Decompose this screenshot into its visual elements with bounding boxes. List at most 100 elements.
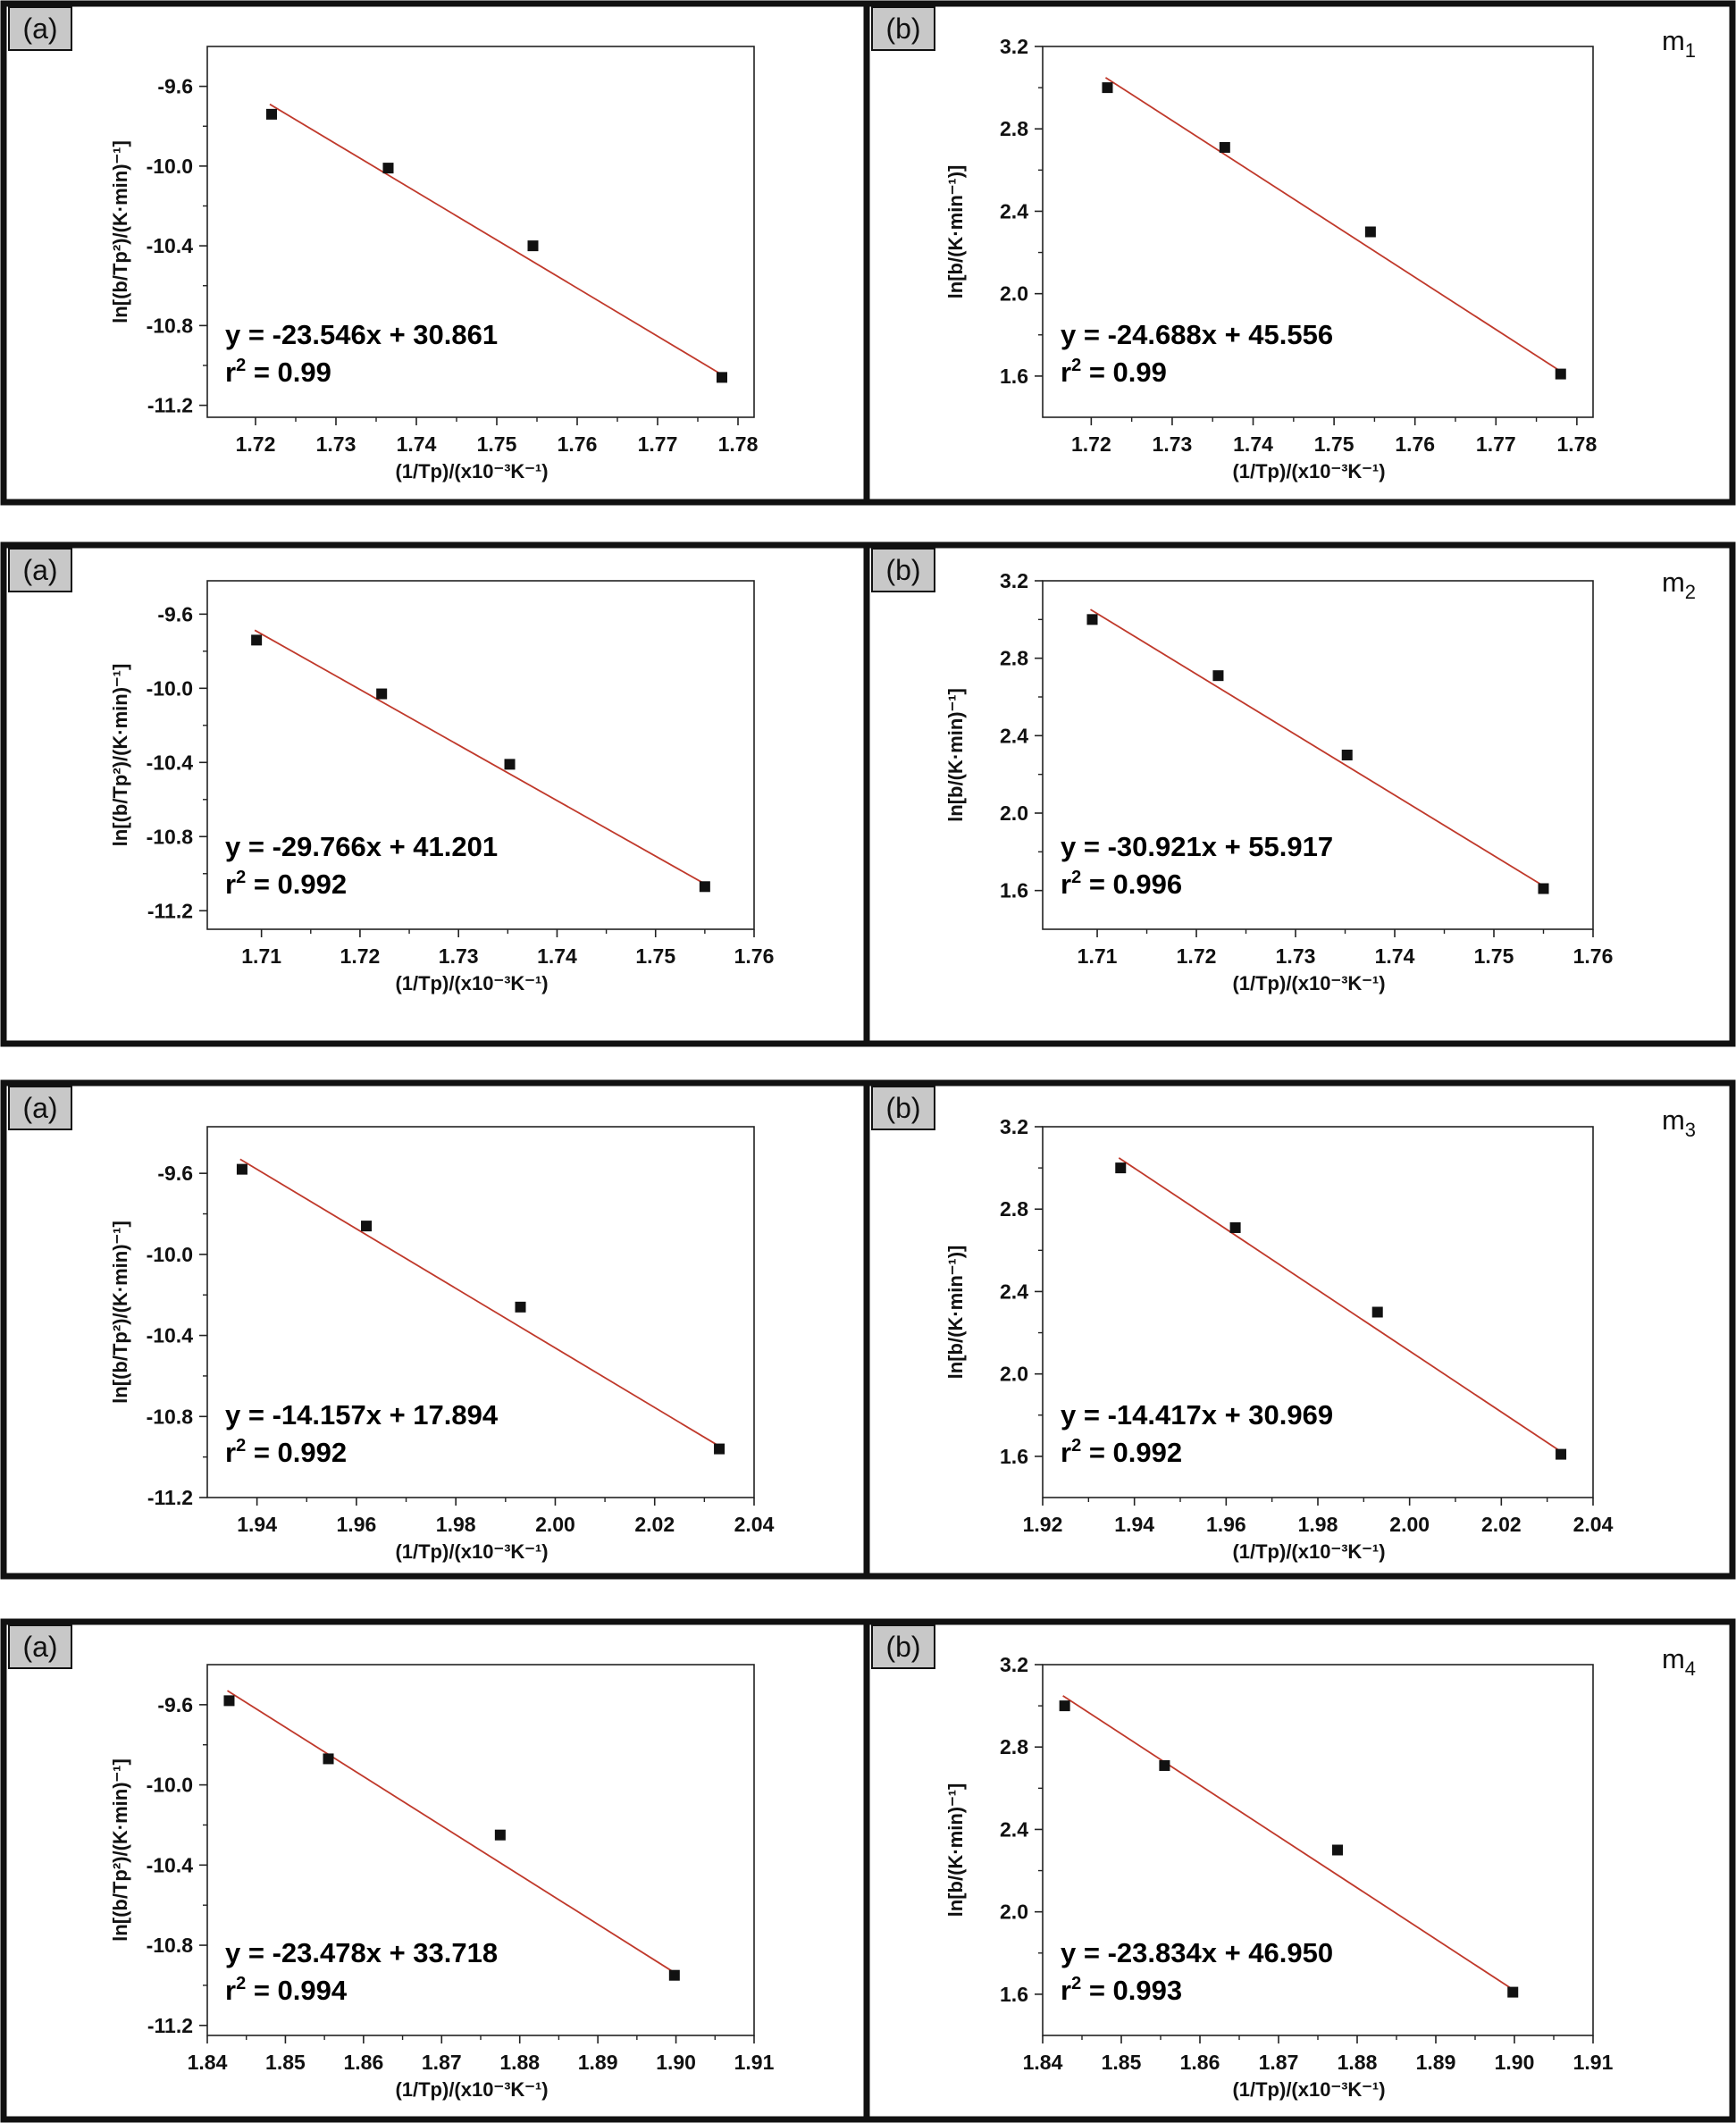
x-tick-label: 1.98 (436, 1513, 476, 1536)
panel-tag-box (871, 548, 935, 592)
fit-equation: y = -24.688x + 45.556 (1061, 319, 1333, 350)
data-point-2 (382, 163, 394, 174)
y-tick-label: 2.4 (1000, 724, 1028, 747)
r-squared: r2 = 0.992 (225, 868, 347, 900)
x-axis-title: (1/Tp)/(x10⁻³K⁻¹) (395, 972, 548, 994)
x-tick-label: 1.84 (188, 2051, 228, 2074)
x-tick-label: 1.73 (1153, 432, 1193, 456)
chart-panel-6: 1.92 1.94 1.96 1.98 2.00 2.02 2.04 3.2 2.8 2.4 2.0… (863, 1079, 1736, 1580)
plot-area (1042, 580, 1594, 930)
y-tick-label: -10.4 (147, 1324, 194, 1347)
data-point-2 (1219, 141, 1230, 153)
y-tick-label: 2.8 (1000, 117, 1028, 140)
y-tick-label: 3.2 (1000, 1115, 1028, 1138)
y-tick-label: -10.0 (147, 1243, 193, 1266)
data-point-2 (1212, 670, 1224, 682)
plot-area (206, 1126, 755, 1498)
x-tick-label: 1.89 (578, 2051, 618, 2074)
fit-equation: y = -14.417x + 30.969 (1061, 1399, 1333, 1431)
x-tick-label: 1.75 (1474, 944, 1514, 968)
x-tick-label: 1.90 (656, 2051, 696, 2074)
x-tick-label: 1.76 (1573, 944, 1614, 968)
x-tick-label: 1.75 (1314, 432, 1354, 456)
x-tick-label: 1.77 (1476, 432, 1516, 456)
y-tick-label: 2.8 (1000, 1197, 1028, 1221)
x-tick-label: 2.04 (1573, 1513, 1614, 1536)
data-point-2 (323, 1753, 334, 1765)
y-axis-title: ln[b/(K·min)⁻¹] (944, 688, 967, 822)
x-tick-label: 1.72 (236, 432, 276, 456)
y-tick-label: -9.6 (157, 1693, 193, 1716)
x-tick-label: 1.91 (1573, 2051, 1614, 2074)
x-tick-label: 1.74 (537, 944, 577, 968)
y-tick-label: -10.4 (147, 1853, 194, 1876)
fit-equation: y = -30.921x + 55.917 (1061, 831, 1333, 862)
data-point-2 (1229, 1221, 1241, 1233)
y-tick-label: -10.8 (147, 314, 194, 337)
x-tick-label: 1.73 (316, 432, 356, 456)
x-tick-label: 1.72 (1177, 944, 1217, 968)
panel-frame (0, 0, 870, 506)
x-tick-label: 1.72 (340, 944, 381, 968)
plot-area (1042, 46, 1594, 418)
x-tick-label: 1.78 (1556, 432, 1597, 456)
data-point-3 (1341, 750, 1353, 760)
x-axis-title: (1/Tp)/(x10⁻³K⁻¹) (395, 1540, 548, 1563)
y-tick-label: 2.0 (1000, 1363, 1028, 1386)
data-point-4 (668, 1969, 680, 1981)
x-tick-label: 1.74 (1233, 432, 1273, 456)
y-tick-label: -10.4 (147, 751, 194, 774)
data-point-3 (1364, 226, 1376, 238)
data-point-1 (1102, 82, 1113, 94)
y-axis-title: ln[(b/Tp²)/(K·min)⁻¹] (109, 1758, 131, 1942)
data-point-4 (1507, 1986, 1519, 1998)
fit-equation: y = -14.157x + 17.894 (225, 1399, 499, 1431)
fit-equation: y = -23.834x + 46.950 (1061, 1937, 1333, 1968)
fit-line (1118, 1157, 1563, 1453)
x-tick-label: 1.73 (1276, 944, 1316, 968)
y-tick-label: 3.2 (1000, 569, 1028, 592)
data-point-3 (1371, 1306, 1383, 1318)
y-tick-label: 1.6 (1000, 1983, 1028, 2006)
r-squared: r2 = 0.996 (1061, 868, 1182, 900)
chart-panel-7: 1.84 1.85 1.86 1.87 1.88 1.89 1.90 1.91 -9.6 -10.… (0, 1618, 870, 2123)
x-tick-label: 1.92 (1023, 1513, 1063, 1536)
data-point-4 (714, 1443, 725, 1455)
y-tick-label: -11.2 (147, 394, 193, 417)
fit-line (269, 103, 724, 376)
chart-panel-3: 1.71 1.72 1.73 1.74 1.75 1.76 -9.6 -10.0 -10.4 -1… (0, 541, 870, 1047)
plot-area (206, 46, 755, 418)
fit-equation: y = -29.766x + 41.201 (225, 831, 498, 862)
x-tick-label: 1.88 (499, 2051, 540, 2074)
data-point-3 (527, 240, 539, 252)
y-tick-label: -9.6 (157, 602, 193, 625)
y-tick-label: -10.8 (147, 1405, 194, 1428)
x-tick-label: 1.94 (1114, 1513, 1154, 1536)
y-tick-label: 1.6 (1000, 365, 1028, 388)
panel-tag: (a) (22, 1631, 57, 1663)
x-tick-label: 1.89 (1416, 2051, 1456, 2074)
y-tick-label: 2.0 (1000, 1901, 1028, 1924)
chart-panel-2: 1.72 1.73 1.74 1.75 1.76 1.77 1.78 3.2 2.8 2.4 2.0… (863, 0, 1736, 506)
x-tick-label: 2.00 (535, 1513, 575, 1536)
fit-line (1090, 608, 1545, 887)
fit-equation: y = -23.478x + 33.718 (225, 1937, 498, 1968)
y-tick-label: -11.2 (147, 899, 193, 922)
panel-tag-box (8, 1086, 72, 1130)
y-axis-title: ln[b/(K·min⁻¹)] (944, 165, 967, 299)
r-squared: r2 = 0.993 (1061, 1974, 1182, 2006)
x-tick-label: 1.85 (265, 2051, 306, 2074)
x-tick-label: 1.96 (337, 1513, 377, 1536)
x-axis-title: (1/Tp)/(x10⁻³K⁻¹) (1232, 972, 1385, 994)
x-tick-label: 1.75 (477, 432, 517, 456)
x-tick-label: 1.76 (734, 944, 775, 968)
x-tick-label: 1.75 (635, 944, 675, 968)
panel-frame (863, 1079, 1736, 1580)
panel-tag-box (871, 1086, 935, 1130)
sample-label: m3 (1662, 1104, 1696, 1141)
x-axis-title: (1/Tp)/(x10⁻³K⁻¹) (1232, 1540, 1385, 1563)
data-point-4 (1556, 1448, 1567, 1460)
x-tick-label: 2.00 (1389, 1513, 1430, 1536)
x-axis-title: (1/Tp)/(x10⁻³K⁻¹) (395, 460, 548, 482)
y-axis-title: ln[(b/Tp²)/(K·min)⁻¹] (109, 664, 131, 847)
